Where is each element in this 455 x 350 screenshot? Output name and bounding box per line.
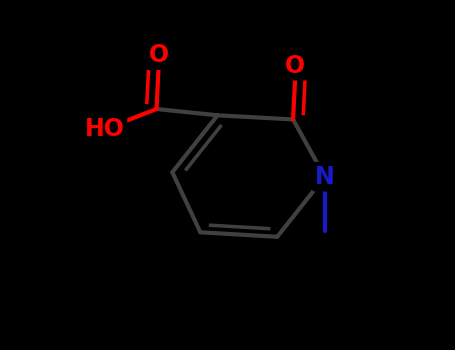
- Text: O: O: [149, 43, 169, 67]
- Text: N: N: [315, 165, 334, 189]
- Text: HO: HO: [85, 117, 124, 141]
- Text: O: O: [285, 54, 305, 78]
